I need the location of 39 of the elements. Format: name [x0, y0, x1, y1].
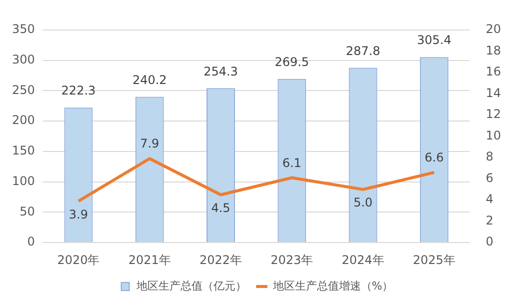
data-label: 240.2	[132, 72, 167, 87]
data-label: 269.5	[274, 55, 310, 70]
y2-tick-label: 4	[486, 192, 494, 206]
data-label: 222.3	[61, 84, 96, 98]
y2-tick-label: 10	[486, 128, 502, 142]
y2-tick-label: 14	[486, 86, 502, 100]
y2-tick-label: 2	[486, 213, 494, 228]
y2-tick-label: 20	[486, 22, 502, 36]
x-tick-label: 2020年	[57, 252, 100, 267]
data-label: 7.9	[140, 136, 160, 151]
data-label: 4.5	[211, 200, 230, 215]
x-tick-label: 2025年	[412, 252, 456, 267]
x-tick-label: 2021年	[128, 252, 171, 267]
y-tick-label: 200	[12, 113, 35, 128]
y2-tick-label: 18	[486, 43, 502, 58]
data-label: 5.0	[353, 196, 373, 210]
y2-tick-label: 8	[486, 150, 494, 164]
x-tick-label: 2022年	[199, 252, 242, 267]
data-label: 3.9	[68, 207, 88, 222]
y2-tick-label: 12	[486, 107, 502, 122]
data-label: 305.4	[416, 33, 452, 48]
data-label: 6.6	[424, 150, 444, 165]
x-tick-label: 2023年	[270, 252, 314, 267]
data-label: 6.1	[282, 156, 302, 170]
y-tick-label: 300	[12, 52, 35, 66]
data-label: 287.8	[346, 44, 380, 58]
y-tick-label: 0	[27, 234, 35, 249]
y2-tick-label: 6	[486, 170, 494, 185]
legend-label: 地区生产总值（亿元）	[135, 279, 246, 292]
legend-label: 地区生产总值增速（%）	[272, 279, 394, 292]
y2-tick-label: 0	[486, 234, 494, 249]
data-label: 254.3	[204, 64, 238, 78]
y2-tick-label: 16	[486, 64, 502, 79]
y-tick-label: 100	[12, 174, 35, 188]
y-tick-label: 50	[20, 204, 35, 218]
y-tick-label: 150	[12, 144, 35, 158]
x-tick-label: 2024年	[342, 252, 384, 267]
y-tick-label: 350	[12, 22, 35, 36]
y-tick-label: 250	[12, 82, 35, 97]
